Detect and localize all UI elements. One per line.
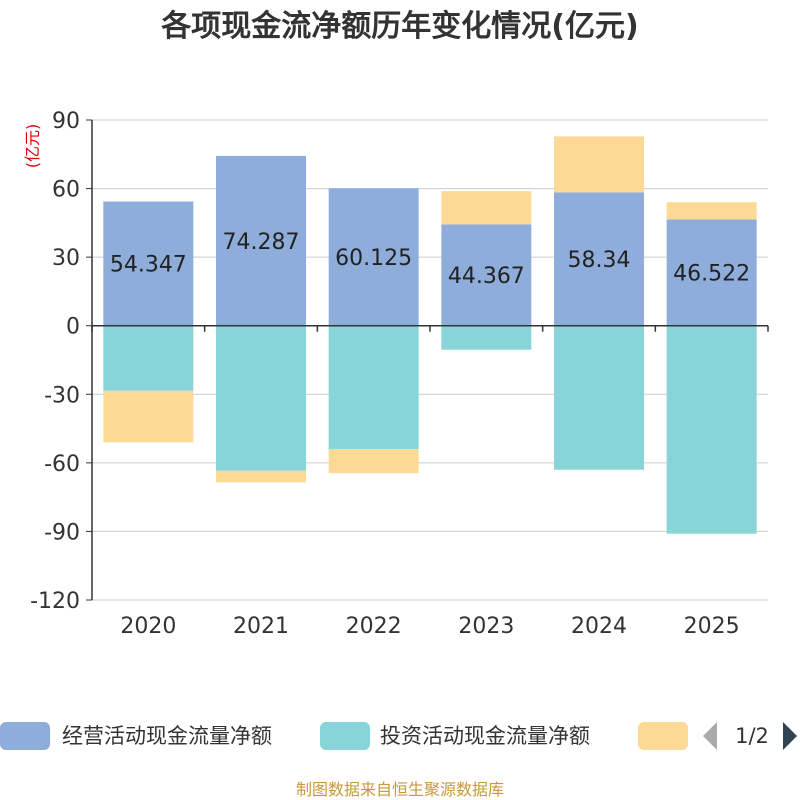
bar-financing-2022[interactable] bbox=[328, 449, 419, 474]
bar-value-label: 74.287 bbox=[223, 230, 300, 255]
legend-page-indicator: 1/2 bbox=[735, 724, 769, 748]
y-tick-label: -120 bbox=[30, 589, 80, 614]
legend[interactable]: 经营活动现金流量净额 投资活动现金流量净额 bbox=[0, 722, 688, 750]
bar-investing-2020[interactable] bbox=[103, 325, 194, 391]
y-axis-unit-label: (亿元) bbox=[23, 124, 42, 169]
axes bbox=[91, 120, 769, 600]
y-tick-label: -90 bbox=[44, 520, 80, 545]
chart-title: 各项现金流净额历年变化情况(亿元) bbox=[160, 9, 638, 44]
bar-financing-2024[interactable] bbox=[554, 136, 644, 193]
bar-investing-2023[interactable] bbox=[441, 325, 532, 350]
bar-financing-2025[interactable] bbox=[666, 202, 757, 220]
y-tick-label: 30 bbox=[52, 246, 80, 271]
bar-investing-2022[interactable] bbox=[328, 325, 419, 450]
bar-value-label: 46.522 bbox=[673, 262, 750, 287]
legend-swatch[interactable] bbox=[320, 722, 370, 750]
bar-investing-2024[interactable] bbox=[554, 325, 644, 470]
grid-lines bbox=[92, 119, 768, 601]
data-labels: 54.347 74.287 60.125 44.367 58.34 46.522 bbox=[110, 230, 750, 289]
bar-financing-2023[interactable] bbox=[441, 191, 532, 225]
legend-label[interactable]: 投资活动现金流量净额 bbox=[380, 724, 590, 748]
y-tick-label: 0 bbox=[66, 315, 80, 340]
legend-next-page-icon[interactable] bbox=[783, 722, 797, 750]
y-tick-label: -30 bbox=[44, 383, 80, 408]
bars bbox=[103, 136, 757, 534]
x-tick-label: 2020 bbox=[120, 614, 176, 639]
y-tick-label: 90 bbox=[52, 109, 80, 134]
x-axis-ticks: 2020 2021 2022 2023 2024 2025 bbox=[120, 614, 739, 639]
bar-investing-2025[interactable] bbox=[666, 325, 757, 534]
bar-operating-2020[interactable] bbox=[103, 201, 194, 326]
bar-value-label: 54.347 bbox=[110, 253, 187, 278]
y-tick-label: 60 bbox=[52, 178, 80, 203]
bar-operating-2024[interactable] bbox=[554, 192, 644, 326]
x-tick-label: 2022 bbox=[346, 614, 402, 639]
y-axis-ticks: 90 60 30 0 -30 -60 -90 -120 bbox=[30, 109, 92, 614]
bar-value-label: 58.34 bbox=[568, 248, 631, 273]
data-source-note: 制图数据来自恒生聚源数据库 bbox=[296, 780, 504, 799]
legend-pager: 1/2 bbox=[703, 722, 797, 750]
bar-operating-2025[interactable] bbox=[666, 219, 757, 326]
y-tick-label: -60 bbox=[44, 452, 80, 477]
bar-financing-2020[interactable] bbox=[103, 390, 194, 443]
bar-value-label: 44.367 bbox=[448, 264, 525, 289]
bar-value-label: 60.125 bbox=[335, 246, 412, 271]
bar-investing-2021[interactable] bbox=[216, 325, 306, 471]
bar-operating-2021[interactable] bbox=[216, 155, 306, 326]
x-tick-label: 2024 bbox=[571, 614, 627, 639]
x-tick-label: 2021 bbox=[233, 614, 289, 639]
bar-operating-2023[interactable] bbox=[441, 224, 532, 326]
bar-financing-2021[interactable] bbox=[216, 470, 306, 483]
legend-swatch[interactable] bbox=[0, 722, 50, 750]
legend-label[interactable]: 经营活动现金流量净额 bbox=[62, 724, 272, 748]
x-tick-label: 2025 bbox=[684, 614, 740, 639]
x-tick-label: 2023 bbox=[458, 614, 514, 639]
legend-swatch[interactable] bbox=[638, 722, 688, 750]
bar-operating-2022[interactable] bbox=[328, 188, 419, 326]
legend-prev-page-icon[interactable] bbox=[703, 722, 717, 750]
